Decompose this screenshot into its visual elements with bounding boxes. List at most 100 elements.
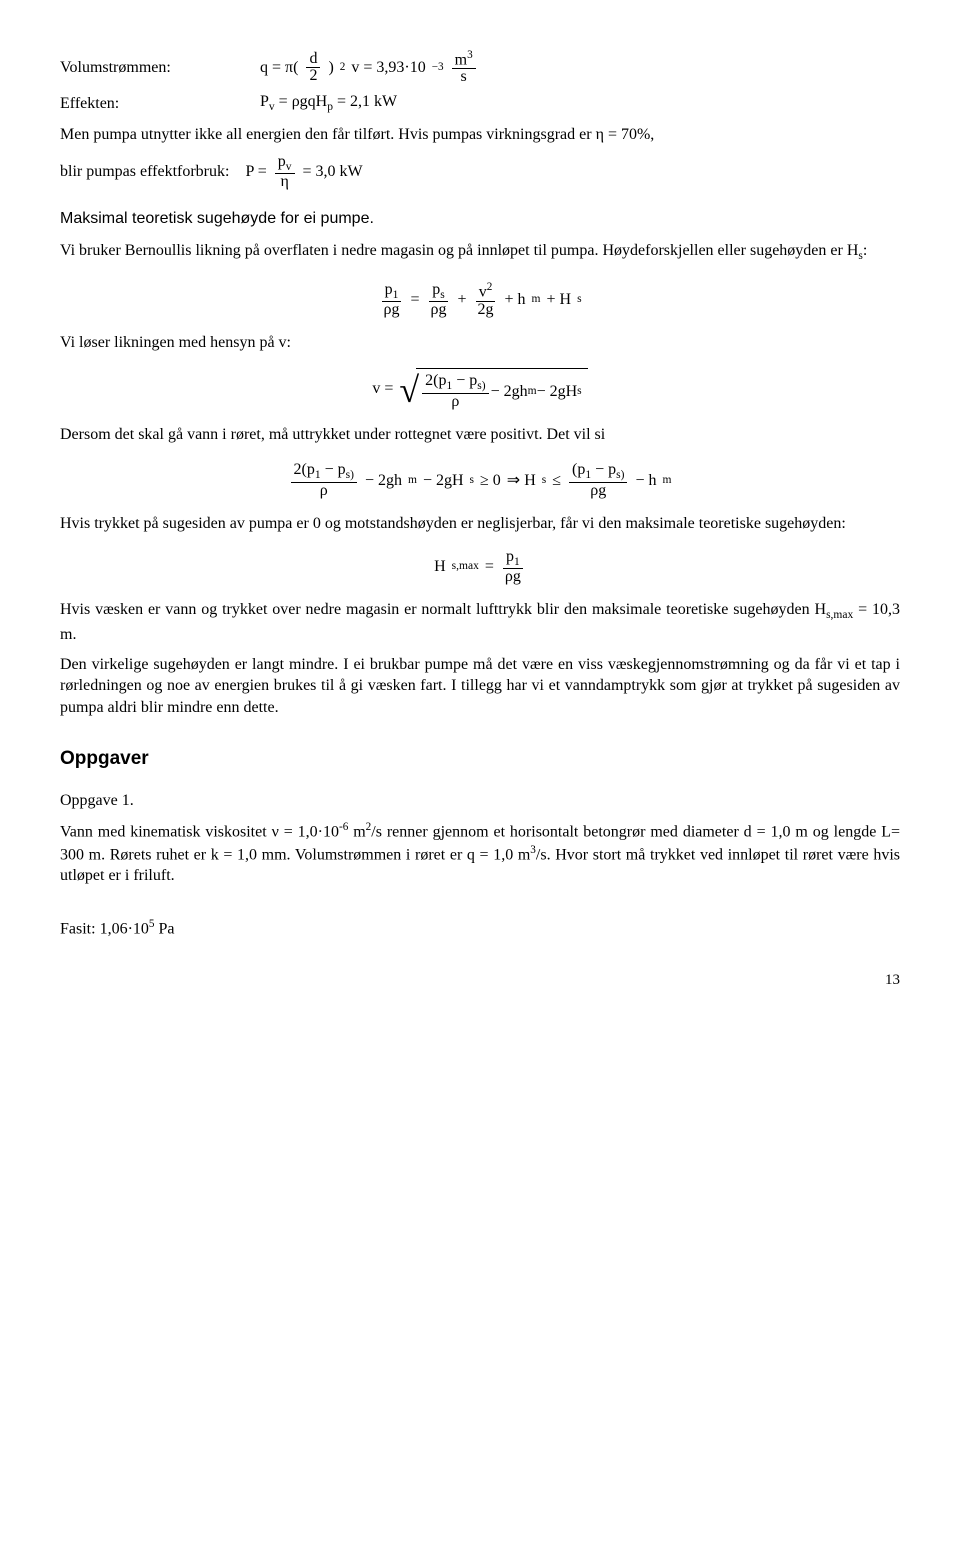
para6a-text: Hvis væsken er vann og trykket over nedr… (60, 601, 826, 618)
heading-oppgaver: Oppgaver (60, 746, 900, 772)
eqP-sub: v (286, 161, 292, 173)
frac-ineq-r-den: ρg (587, 483, 609, 499)
in-Hs-s: s (542, 473, 546, 489)
frac-hsmax-num: p1 (503, 549, 523, 570)
v-gh-m: m (528, 384, 537, 400)
page-number: 13 (60, 970, 900, 990)
para2-text: Vi bruker Bernoullis likning på overflat… (60, 242, 858, 259)
frac-pv-eta: pv η (275, 154, 295, 191)
in-mid: − p (321, 461, 346, 478)
eq-v-sqrt: v = √ 2(p1 − ps) ρ − 2ghm − 2gHs (60, 368, 900, 410)
eq-v-pre: v = (372, 378, 393, 400)
eq-plus1: + (457, 289, 466, 311)
opp1-a: Vann med kinematisk viskositet ν = 1,0·1… (60, 823, 339, 840)
eq-q-exp: −3 (432, 60, 444, 75)
v-gH: − 2gH (537, 381, 578, 403)
eq-hsmax: Hs,max = p1 ρg (60, 549, 900, 586)
in-gh: − 2gh (365, 470, 402, 492)
frac-pv-den: η (277, 174, 291, 190)
v-gH-s: s (577, 384, 581, 400)
frac-d2-den: 2 (306, 68, 320, 84)
eq-bernoulli: p1 ρg = ps ρg + v2 2g + hm + Hs (60, 279, 900, 319)
eq-P: P = pv η = 3,0 kW (245, 154, 362, 191)
Hsmax-1: 1 (514, 556, 520, 568)
eq-inequality: 2(p1 − ps) ρ − 2ghm − 2gHs ≥ 0 ⇒ Hs ≤ (p… (60, 459, 900, 499)
oppgave1-text: Vann med kinematisk viskositet ν = 1,0·1… (60, 820, 900, 887)
eqP-val: = 3,0 kW (303, 161, 363, 183)
frac-v2-den: 2g (474, 302, 496, 318)
para1b-text: blir pumpas effektforbruk: (60, 161, 229, 183)
frac-ineq-r-num: (p1 − ps) (569, 462, 627, 483)
p1-p: p (385, 281, 393, 298)
para-virkelige: Den virkelige sugehøyden er langt mindre… (60, 654, 900, 719)
fasit: Fasit: 1,06·105 Pa (60, 917, 900, 940)
frac-m3s-den: s (458, 69, 470, 85)
heading-maksimal: Maksimal teoretisk sugehøyde for ei pump… (60, 208, 900, 230)
v-mid: − p (452, 372, 477, 389)
eq-pv: Pv = ρgqHp = 2,1 kW (260, 91, 397, 116)
frac-ineq-left: 2(p1 − ps) ρ (291, 462, 357, 499)
in-hm: − h (635, 470, 656, 492)
opp1-b: m (348, 823, 365, 840)
opp1-exp: -6 (339, 821, 348, 833)
sqrt-body: 2(p1 − ps) ρ − 2ghm − 2gHs (416, 368, 588, 410)
volumstrommen-line: Volumstrømmen: q = π( d 2 )2 v = 3,93·10… (60, 50, 900, 85)
para-positivt: Dersom det skal gå vann i røret, må uttr… (60, 424, 900, 446)
frac-ps-num: ps (429, 282, 447, 303)
ps-s: s (440, 289, 444, 301)
bern-hm: + h (504, 289, 525, 311)
frac-d2: d 2 (306, 51, 320, 84)
v-gh: − 2gh (491, 381, 528, 403)
eq-pv-rest: = ρgqH (275, 93, 328, 110)
v-2p: 2(p (425, 372, 446, 389)
bern-s: s (577, 292, 581, 308)
bern-m: m (532, 292, 541, 308)
unit-m: m (455, 51, 467, 68)
eq-q-pre: q = π( (260, 57, 298, 79)
eqP-p: p (278, 153, 286, 170)
in-gh-m: m (408, 473, 417, 489)
frac-2p-den: ρ (448, 394, 462, 410)
in-ge0: ≥ 0 (480, 470, 501, 492)
Hsmax-eq: = (485, 556, 494, 578)
frac-m3s: m3 s (452, 50, 476, 85)
para1-text: Men pumpa utnytter ikke all energien den… (60, 126, 654, 143)
eq-pv-P: P (260, 93, 269, 110)
sqrt-symbol: √ (399, 374, 419, 416)
in-arrow: ⇒ H (507, 470, 536, 492)
p1-1: 1 (393, 289, 399, 301)
in-gH-s: s (470, 473, 474, 489)
para6-sub: s,max (826, 609, 853, 621)
frac-v2-num: v2 (476, 282, 496, 301)
frac-pv-num: pv (275, 154, 295, 175)
oppgave1-title: Oppgave 1. (60, 790, 900, 812)
frac-v2-2g: v2 2g (474, 282, 496, 317)
frac-ps-den: ρg (427, 302, 449, 318)
para-pump-eff: Men pumpa utnytter ikke all energien den… (60, 124, 900, 146)
in-s: s) (346, 469, 354, 481)
frac-m3s-num: m3 (452, 50, 476, 69)
unit-m3: 3 (467, 49, 473, 61)
in-r-p: (p (572, 461, 585, 478)
in-r-s: s) (616, 469, 624, 481)
bern-Hs: + H (546, 289, 571, 311)
frac-ineq-num: 2(p1 − ps) (291, 462, 357, 483)
frac-2p-rho: 2(p1 − ps) ρ (422, 373, 488, 410)
fasit-a: Fasit: 1,06·10 (60, 920, 149, 937)
para-loser: Vi løser likningen med hensyn på v: (60, 332, 900, 354)
para2-colon: : (863, 242, 867, 259)
frac-hsmax: p1 ρg (502, 549, 524, 586)
in-hm-m: m (663, 473, 672, 489)
frac-p1-pg: p1 ρg (380, 282, 402, 319)
eq-eq: = (410, 289, 419, 311)
v-s: s) (477, 380, 485, 392)
frac-p1-num: p1 (382, 282, 402, 303)
in-r-mid: − p (591, 461, 616, 478)
eq-pv-val: = 2,1 kW (333, 93, 397, 110)
in-le: ≤ (552, 470, 561, 492)
frac-d2-num: d (306, 51, 320, 68)
frac-ineq-right: (p1 − ps) ρg (569, 462, 627, 499)
eq-q-paren: ) (328, 57, 333, 79)
Hsmax-H: H (434, 556, 446, 578)
eq-q: q = π( d 2 )2 v = 3,93·10−3 m3 s (260, 50, 478, 85)
